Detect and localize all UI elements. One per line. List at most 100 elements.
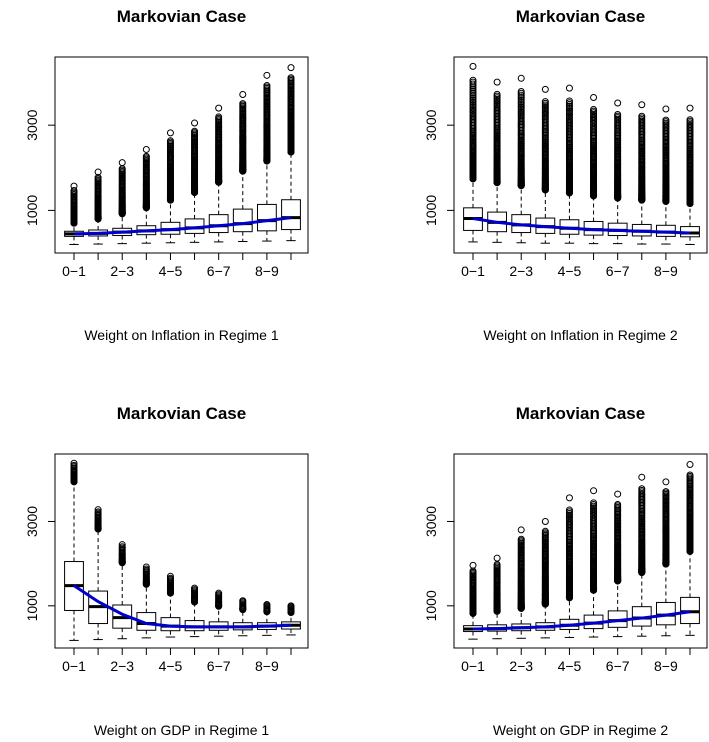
outlier-point [590,105,598,113]
outlier-point [142,563,150,571]
x-tick-label: 6−7 [606,263,630,279]
box-2 [88,506,109,641]
outlier-point [469,561,477,569]
outlier-point [590,499,598,507]
outlier-point [565,97,573,105]
outlier-point [469,76,477,84]
outlier-point [142,145,150,153]
chart-title: Markovian Case [516,404,645,423]
median-trend-line [472,217,691,235]
x-tick-label: 8−9 [255,263,279,279]
outlier-point [469,85,477,93]
box-9 [655,478,676,637]
outlier-point [662,116,670,124]
box-2 [487,78,508,243]
outlier-point [662,478,670,486]
x-tick-label: 8−9 [255,658,279,674]
outlier-point [166,137,174,145]
y-tick-label: 3000 [423,109,439,140]
outlier-point [263,601,271,609]
outlier-point [686,116,694,124]
outlier-point [215,113,223,121]
x-axis-label: Weight on Inflation in Regime 1 [84,327,279,343]
outlier-point [469,80,477,88]
outlier-point [263,71,271,79]
outlier-point [239,100,247,108]
x-tick-label: 0−1 [62,263,86,279]
box-4 [136,145,157,244]
outlier-point [166,129,174,137]
box-5 [559,494,580,638]
outlier-point [166,574,174,582]
outlier-point [614,99,622,107]
outlier-point [94,508,102,516]
outlier-point [493,554,501,562]
box-10 [680,461,700,636]
box-body [256,203,277,232]
x-tick-label: 0−1 [461,263,485,279]
box-3 [511,526,532,639]
x-tick-label: 6−7 [606,658,630,674]
box-7 [208,589,229,637]
outlier-point [517,74,525,82]
outlier-point [565,506,573,514]
plot-frame [453,453,708,649]
y-tick-label: 3000 [24,109,40,140]
box-4 [136,563,157,639]
box-5 [559,84,580,244]
plot-frame [453,56,708,254]
box-1 [463,62,483,243]
chart-title: Markovian Case [117,404,246,423]
outlier-point [118,541,126,549]
outlier-point [94,506,102,514]
outlier-point [541,517,549,525]
outlier-point [191,127,199,135]
box-5 [160,129,181,244]
x-tick-label: 0−1 [62,658,86,674]
box-3 [112,541,133,640]
outlier-point [493,90,501,98]
median-trend-line [472,610,691,631]
x-tick-label: 2−3 [509,263,533,279]
box-9 [655,105,676,245]
box-3 [511,74,532,244]
outlier-point [614,500,622,508]
y-tick-label: 1000 [423,590,439,621]
x-tick-label: 4−5 [159,263,183,279]
x-tick-label: 0−1 [461,658,485,674]
outlier-point [638,112,646,120]
panel-inflation-regime-1: Markovian Case 1000 3000 0−1 2−3 4−5 6−7 8−9 Wei… [24,7,309,343]
outlier-point [118,543,126,551]
x-tick-label: 4−5 [159,658,183,674]
box-body [232,208,253,233]
outlier-point [614,111,622,119]
outlier-point [166,572,174,580]
outlier-point [686,104,694,112]
outlier-point [517,87,525,95]
box-7 [607,490,628,638]
box-6 [583,93,604,245]
outlier-point [239,597,247,605]
outlier-point [287,602,295,610]
outlier-point [215,589,223,597]
outlier-point [118,159,126,167]
outlier-point [469,78,477,86]
panel-gdp-regime-2: Markovian Case 1000 3000 0−1 2−3 4−5 6−7 8−9 Wei… [423,404,708,738]
outlier-point [94,168,102,176]
box-2 [487,554,508,640]
box-10 [680,104,700,245]
outlier-point [686,471,694,479]
panel-gdp-regime-1: Markovian Case 1000 3000 0−1 2−3 4−5 6−7 8−9 Wei… [24,404,309,738]
outlier-point [662,488,670,496]
x-tick-label: 4−5 [558,658,582,674]
outlier-point [541,527,549,535]
box-body [281,199,301,231]
outlier-point [142,565,150,573]
x-tick-label: 2−3 [509,658,533,674]
outlier-point [638,101,646,109]
panel-inflation-regime-2: Markovian Case 1000 3000 0−1 2−3 4−5 6−7 8−9 Wei… [423,7,708,343]
outlier-point [517,535,525,543]
x-tick-label: 2−3 [110,658,134,674]
outlier-point [590,487,598,495]
